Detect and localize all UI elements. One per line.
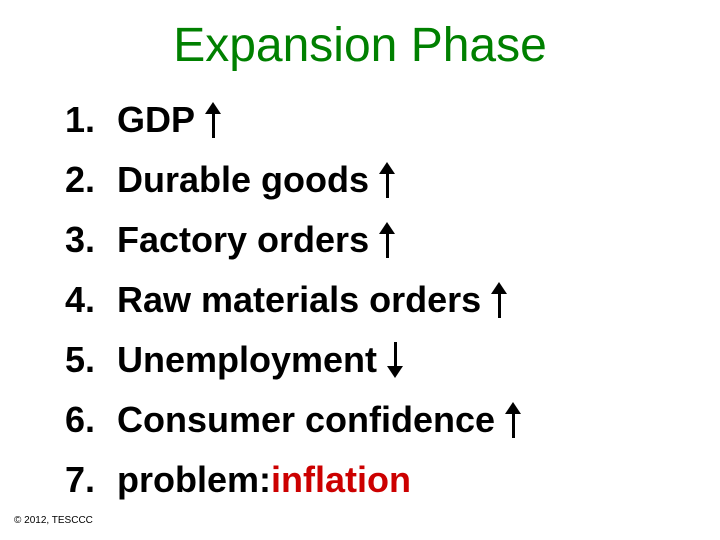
slide: Expansion Phase 1.GDP2.Durable goods3.Fa… — [0, 0, 720, 540]
list-number: 1. — [65, 93, 117, 147]
list-label: Durable goods — [117, 153, 369, 207]
arrow-up-icon — [379, 162, 395, 198]
arrow-up-icon — [491, 282, 507, 318]
list-number: 4. — [65, 273, 117, 327]
list-item: 5.Unemployment — [65, 333, 690, 387]
arrow-up-icon — [505, 402, 521, 438]
list-number: 7. — [65, 453, 117, 507]
list-item: 1.GDP — [65, 93, 690, 147]
list-label: GDP — [117, 93, 195, 147]
slide-title: Expansion Phase — [30, 18, 690, 73]
list-item: 6.Consumer confidence — [65, 393, 690, 447]
list-item: 4.Raw materials orders — [65, 273, 690, 327]
highlight-text: inflation — [271, 453, 411, 507]
arrow-up-icon — [205, 102, 221, 138]
indicator-list: 1.GDP2.Durable goods3.Factory orders4.Ra… — [30, 93, 690, 507]
list-label: Consumer confidence — [117, 393, 495, 447]
list-number: 2. — [65, 153, 117, 207]
list-item: 2.Durable goods — [65, 153, 690, 207]
list-item: 7.problem: inflation — [65, 453, 690, 507]
list-number: 5. — [65, 333, 117, 387]
arrow-down-icon — [387, 342, 403, 378]
list-number: 3. — [65, 213, 117, 267]
list-label: Factory orders — [117, 213, 369, 267]
arrow-up-icon — [379, 222, 395, 258]
list-label: Raw materials orders — [117, 273, 481, 327]
list-item: 3.Factory orders — [65, 213, 690, 267]
list-label: Unemployment — [117, 333, 377, 387]
list-number: 6. — [65, 393, 117, 447]
list-label: problem: — [117, 453, 271, 507]
copyright-text: © 2012, TESCCC — [14, 515, 93, 526]
